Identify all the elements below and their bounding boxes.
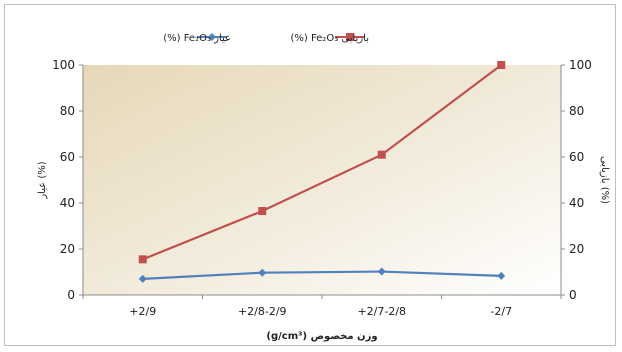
y-tick-label-left: 80 [60, 104, 75, 118]
axes: 0 0 20 20 40 40 60 60 80 80 100 100 +2/9 +2/8-2/9 +2/7… [52, 58, 592, 318]
data-point-0 [497, 271, 506, 280]
y-tick-label-left: 100 [52, 58, 75, 72]
y-tick-label-left: 40 [60, 196, 75, 210]
y-tick-label-right: 0 [569, 288, 577, 302]
y-tick-label-left: 20 [60, 242, 75, 256]
legend-label-grade: عیار Fe₂O₃ (%) [163, 33, 231, 44]
legend-label-recovery: بازیابی Fe₂O₃ (%) [290, 33, 369, 44]
chart-frame: عیار Fe₂O₃ (%) بازیابی Fe₂O₃ (%) 0 0 20 20 4… [4, 4, 616, 346]
data-point-1 [138, 255, 147, 264]
legend-item-grade: عیار Fe₂O₃ (%) [163, 33, 231, 44]
plot-area [83, 65, 561, 295]
y-tick-label-left: 60 [60, 150, 75, 164]
x-tick-label: +2/9 [129, 305, 156, 318]
y-tick-label-right: 60 [569, 150, 584, 164]
x-tick-label: +2/8-2/9 [238, 305, 287, 318]
y-axis-label-right: بازیابی (%) [599, 156, 610, 204]
y-axis-label-left: عیار (%) [37, 161, 48, 199]
series-layer [138, 61, 506, 283]
series-line-0 [142, 270, 502, 280]
y-tick-label-right: 100 [569, 58, 592, 72]
y-tick-label-right: 40 [569, 196, 584, 210]
data-point-0 [377, 267, 386, 276]
x-tick-label: +2/7-2/8 [357, 305, 406, 318]
y-tick-label-right: 80 [569, 104, 584, 118]
x-tick-label: -2/7 [490, 305, 512, 318]
y-tick-label-right: 20 [569, 242, 584, 256]
data-point-1 [377, 150, 386, 159]
legend: عیار Fe₂O₃ (%) بازیابی Fe₂O₃ (%) [163, 33, 369, 44]
legend-item-recovery: بازیابی Fe₂O₃ (%) [290, 33, 369, 44]
series-line-1 [142, 64, 502, 261]
data-point-1 [497, 61, 506, 69]
y-tick-label-left: 0 [67, 288, 75, 302]
data-point-0 [258, 268, 267, 277]
x-axis-label: وزن مخصوص (g/cm³) [266, 331, 377, 342]
data-point-0 [138, 274, 147, 283]
data-point-1 [258, 207, 267, 216]
line-chart: عیار Fe₂O₃ (%) بازیابی Fe₂O₃ (%) 0 0 20 20 4… [37, 33, 610, 342]
